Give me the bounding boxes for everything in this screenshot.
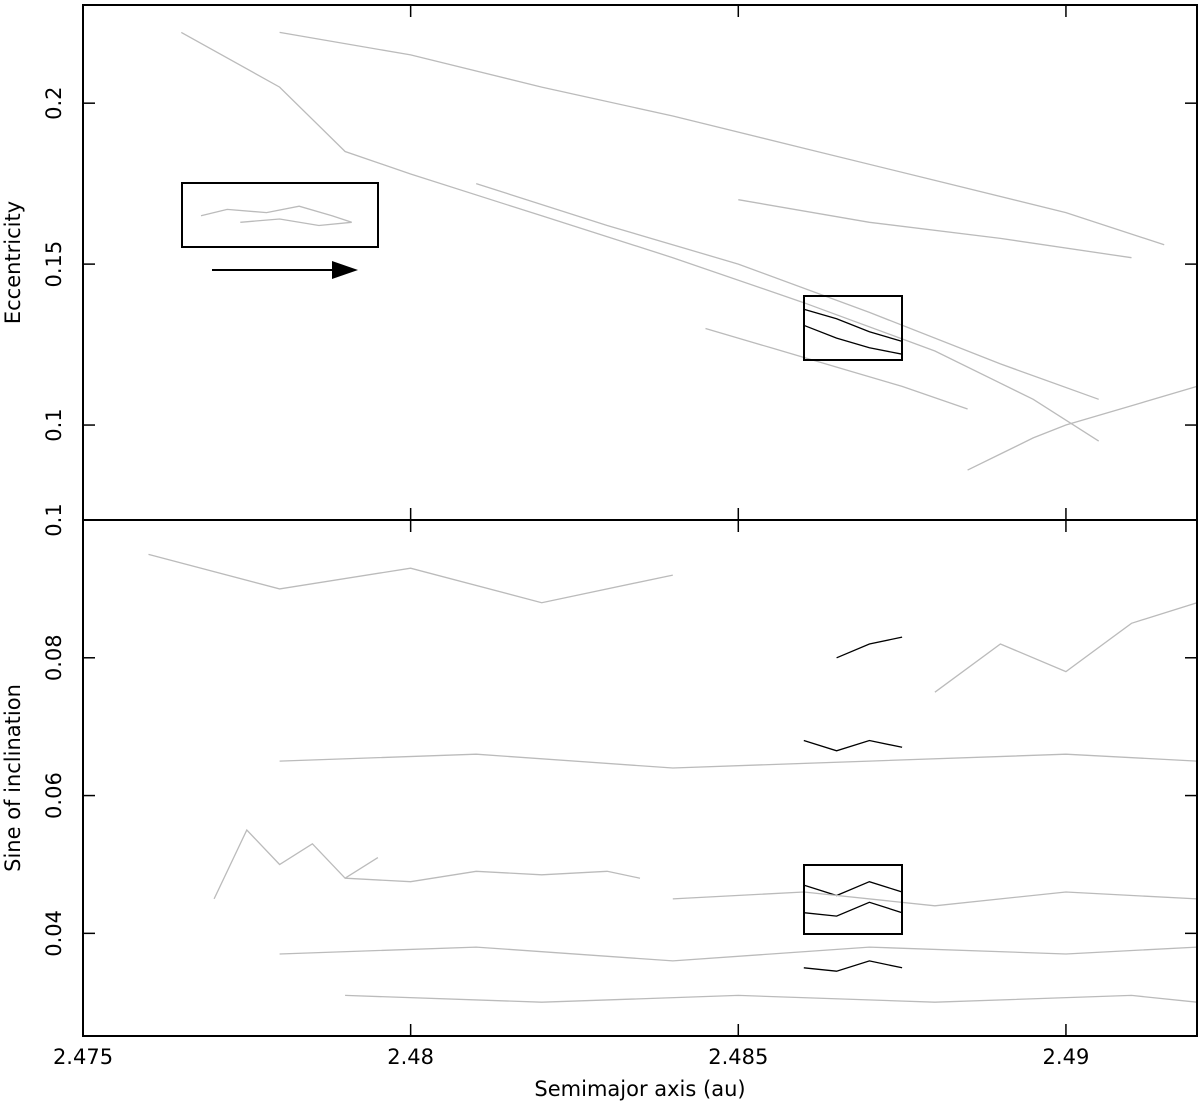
trajectory <box>345 994 1198 1003</box>
trajectory <box>803 308 903 343</box>
trajectory <box>738 199 1132 259</box>
trajectory <box>705 327 968 410</box>
highlight-box <box>803 295 903 361</box>
trajectory <box>803 739 903 752</box>
y-tick-label: 0.04 <box>42 910 66 957</box>
trajectory <box>934 602 1198 693</box>
y-axis-label: Sine of inclination <box>1 684 25 872</box>
x-axis-label: Semimajor axis (au) <box>534 1077 745 1101</box>
y-tick-label: 0.1 <box>42 503 66 536</box>
plot-frame <box>82 4 1198 521</box>
arrow-head <box>332 261 358 279</box>
trajectory <box>803 901 903 917</box>
trajectory <box>148 553 673 604</box>
trajectory <box>345 870 641 883</box>
x-tick-label: 2.475 <box>53 1045 113 1069</box>
trajectory <box>967 385 1198 471</box>
trajectory <box>476 182 1099 400</box>
inset-box <box>181 182 379 248</box>
trajectory <box>836 636 903 659</box>
trajectory <box>279 946 1198 962</box>
trajectory <box>672 891 1198 907</box>
y-axis-label: Eccentricity <box>1 201 25 324</box>
trajectory <box>213 828 379 900</box>
y-tick-label: 0.08 <box>42 634 66 681</box>
trajectory <box>803 324 903 355</box>
trajectory <box>180 31 1100 442</box>
x-tick-label: 2.485 <box>708 1045 768 1069</box>
trajectory <box>200 205 352 227</box>
highlight-box <box>803 864 903 935</box>
x-tick-label: 2.48 <box>387 1045 434 1069</box>
y-tick-label: 0.06 <box>42 772 66 819</box>
trajectory <box>803 881 903 897</box>
y-tick-label: 0.1 <box>42 408 66 441</box>
trajectory <box>279 31 1165 246</box>
trajectory <box>279 753 1198 769</box>
y-tick-label: 0.2 <box>42 86 66 119</box>
trajectory <box>803 960 903 972</box>
y-tick-label: 0.15 <box>42 241 66 288</box>
plot-frame <box>82 519 1198 1037</box>
x-tick-label: 2.49 <box>1043 1045 1090 1069</box>
